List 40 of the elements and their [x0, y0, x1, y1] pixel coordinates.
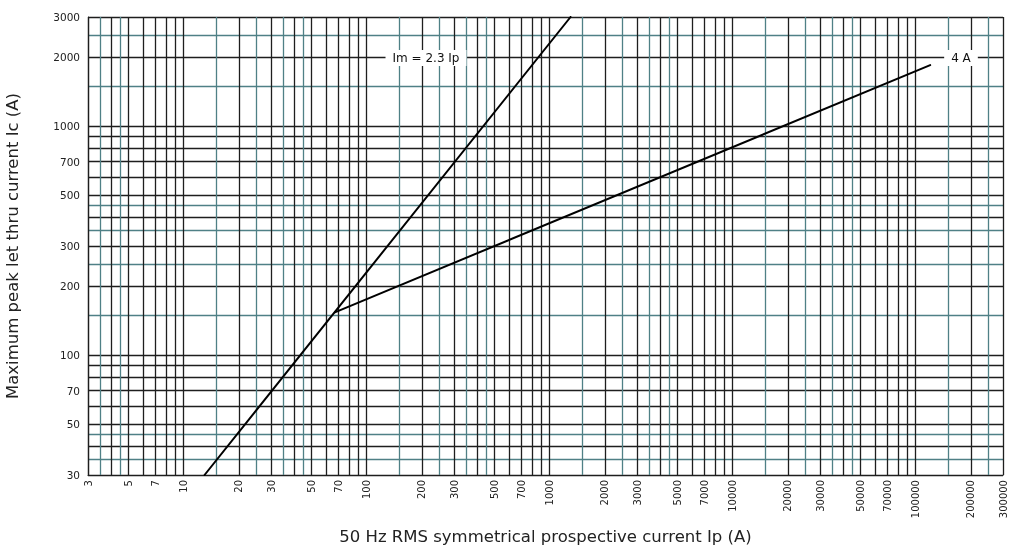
x-tick-label: 5 [123, 480, 135, 487]
x-tick-label: 200 [416, 480, 428, 500]
y-tick-label: 3000 [53, 11, 80, 23]
x-tick-label: 10 [178, 480, 190, 493]
y-tick-label: 70 [66, 384, 80, 397]
y-tick-label: 700 [59, 155, 80, 168]
y-tick-label: 300 [59, 240, 80, 252]
x-tick-label: 50000 [855, 480, 867, 512]
y-tick-label: 200 [59, 280, 80, 293]
y-tick-label: 500 [59, 189, 80, 202]
x-tick-label: 2000 [599, 480, 611, 506]
y-axis-title: Maximum peak let thru current Ic (A) [3, 92, 22, 400]
x-tick-label: 7000 [698, 480, 710, 506]
x-tick-label: 7 [149, 480, 161, 487]
x-tick-label: 200000 [965, 480, 977, 519]
x-tick-label: 20 [233, 480, 245, 493]
x-tick-label: 100 [361, 480, 373, 500]
x-tick-label: 500 [489, 480, 501, 500]
x-axis-title: 50 Hz RMS symmetrical prospective current Ip (A) [339, 527, 752, 546]
annotation: Im = 2.3 Ip [392, 51, 460, 65]
x-tick-label: 30 [265, 480, 277, 493]
x-tick-label: 50 [306, 480, 318, 493]
x-tick-label: 70 [332, 480, 344, 493]
x-tick-label: 20000 [782, 480, 794, 512]
x-tick-label: 3 [82, 480, 94, 487]
x-tick-label: 30000 [814, 480, 826, 512]
x-tick-label: 300 [448, 480, 460, 500]
y-tick-label: 50 [66, 418, 80, 431]
x-tick-label: 3000 [631, 480, 643, 506]
x-tick-label: 70000 [881, 480, 893, 512]
x-tick-label: 1000 [544, 480, 556, 506]
x-tick-label: 300000 [997, 480, 1009, 519]
y-tick-label: 2000 [53, 51, 80, 64]
annotation: 4 A [951, 51, 972, 65]
x-tick-label: 5000 [672, 480, 684, 506]
x-tick-label: 10000 [727, 480, 739, 512]
x-tick-label: 700 [515, 480, 527, 500]
x-tick-label: 100000 [910, 480, 922, 519]
y-tick-label: 100 [59, 349, 80, 362]
y-tick-label: 1000 [53, 120, 80, 133]
